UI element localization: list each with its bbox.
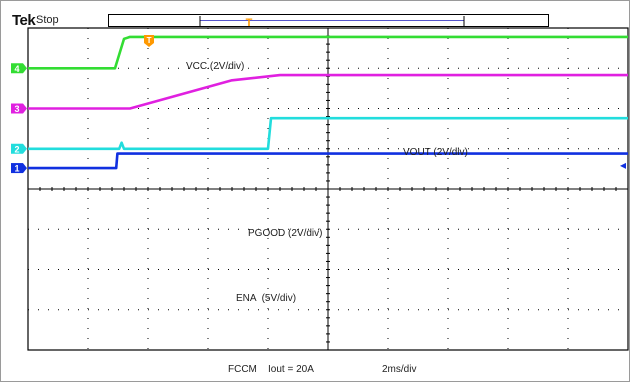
trigger-position-marker: T: [144, 35, 154, 47]
trace-ch2: [28, 116, 628, 151]
ch1-right-arrow-icon: [620, 162, 626, 169]
brand-logo: Tek: [12, 12, 36, 29]
channel-marker-box: [11, 143, 23, 154]
channel-marker-4: 4: [11, 63, 27, 74]
footer-load: Iout = 20A: [268, 364, 314, 375]
record-trigger-marker: T: [246, 17, 253, 28]
channel-marker-number: 3: [14, 104, 19, 114]
channel-marker-box: [11, 103, 23, 114]
channel-marker-3: 3: [11, 103, 27, 114]
ch4-scale-label: VCC (2V/div): [186, 61, 245, 72]
channel-marker-number: 2: [14, 144, 19, 154]
ch2-scale-label: PGOOD (2V/div): [248, 228, 323, 239]
channel-marker-arrow: [23, 63, 27, 74]
trigger-position-icon: [144, 35, 154, 47]
channel-marker-box: [11, 163, 23, 174]
channel-marker-arrow: [23, 143, 27, 154]
footer-mode: FCCM: [228, 364, 257, 375]
trace-ch1: [28, 152, 628, 170]
ch3-scale-label: VOUT (2V/div): [403, 147, 468, 158]
waveform-display[interactable]: 4 3 2 1 T: [11, 27, 629, 351]
trace-ch3: [28, 73, 628, 110]
channel-marker-number: 4: [14, 64, 19, 74]
channel-marker-2: 2: [11, 143, 27, 154]
graticule: [27, 27, 629, 351]
channel-marker-number: 1: [14, 164, 19, 174]
channel-marker-arrow: [23, 163, 27, 174]
channel-marker-box: [11, 63, 23, 74]
channel-marker-arrow: [23, 103, 27, 114]
trigger-position-label: T: [147, 36, 152, 45]
waveform-traces: [28, 35, 628, 170]
acquisition-state: Stop: [36, 14, 59, 26]
footer-timebase: 2ms/div: [382, 364, 417, 375]
record-view-bar[interactable]: T: [108, 14, 549, 28]
trace-ch4: [28, 35, 628, 70]
ch1-scale-label: ENA (5V/div): [236, 293, 297, 304]
channel-marker-1: 1: [11, 163, 27, 174]
channel-markers: 4 3 2 1: [11, 63, 626, 174]
